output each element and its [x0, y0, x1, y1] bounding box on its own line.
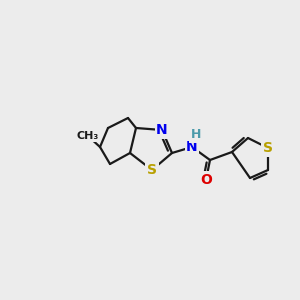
Text: N: N — [156, 123, 168, 137]
Text: H: H — [191, 128, 201, 142]
Text: S: S — [263, 141, 273, 155]
Text: S: S — [147, 163, 157, 177]
Text: O: O — [200, 173, 212, 187]
Text: CH₃: CH₃ — [77, 131, 99, 141]
Text: N: N — [186, 140, 198, 154]
